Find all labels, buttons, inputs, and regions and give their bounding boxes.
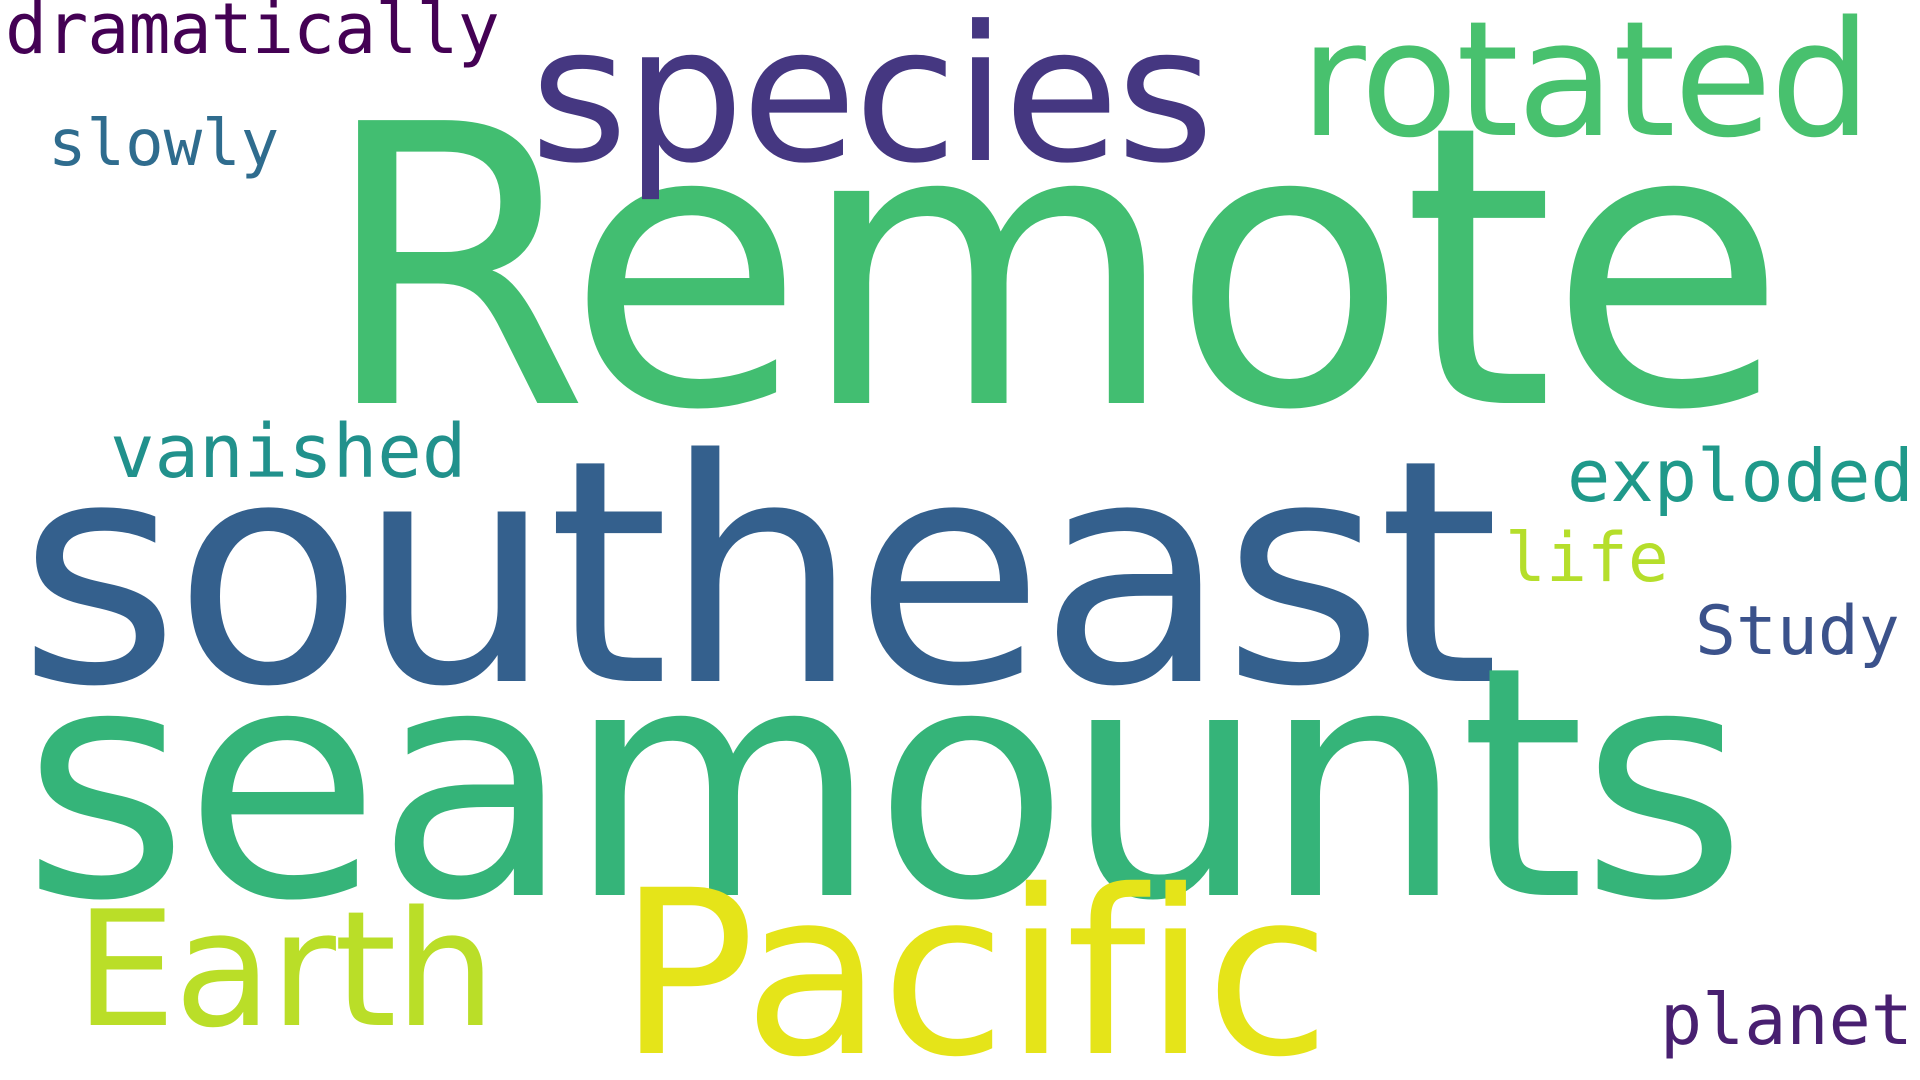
word-southeast: southeast [18, 394, 1499, 755]
word-slowly: slowly [48, 107, 280, 181]
word-remote: Remote [320, 43, 1787, 495]
word-planet: planet [1660, 979, 1913, 1061]
word-rotated: rotated [1300, 0, 1872, 173]
word-study: Study [1695, 592, 1900, 671]
word-exploded: exploded [1567, 434, 1914, 518]
word-dramatically: dramatically [5, 0, 500, 70]
word-seamounts: seamounts [22, 599, 1747, 971]
word-species: species [530, 0, 1214, 205]
word-vanished: vanished [110, 409, 467, 495]
word-pacific: Pacific [618, 841, 1331, 1080]
word-life: life [1505, 519, 1669, 598]
word-earth: Earth [75, 876, 496, 1063]
